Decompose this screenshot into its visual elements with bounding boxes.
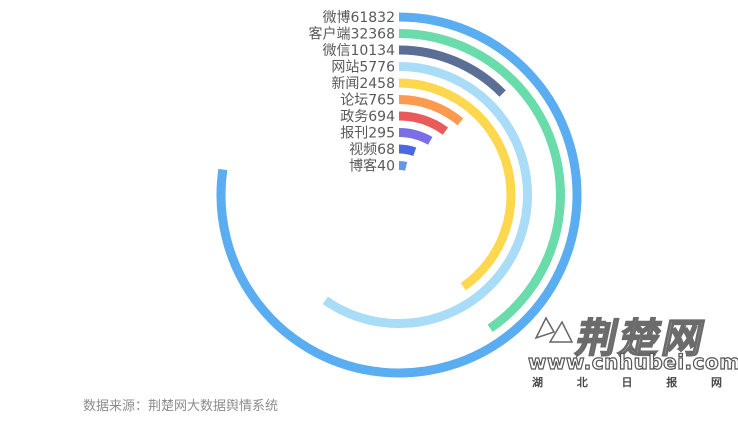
logo-sub-char: 报 [666, 376, 678, 389]
arc-3 [322, 62, 532, 328]
chart-labels: 微博61832客户端32368微信10134网站5776新闻2458论坛765政… [308, 9, 395, 175]
arc-label-9: 博客40 [349, 158, 395, 175]
arc-4 [398, 78, 516, 291]
arc-7 [398, 128, 433, 145]
arc-label-5: 论坛765 [340, 93, 395, 109]
arc-0 [216, 12, 582, 378]
logo-sub-char: 日 [621, 376, 633, 389]
logo-sub-char: 网 [711, 376, 722, 389]
arc-6 [398, 111, 449, 135]
arc-label-1: 客户端32368 [308, 26, 395, 43]
arc-2 [398, 45, 506, 97]
logo-subtitle: 湖 北 日 报 网 [532, 374, 722, 390]
chart-arcs [216, 12, 582, 378]
data-source-note: 数据来源：荆楚网大数据舆情系统 [83, 399, 279, 414]
logo-url-text: www.cnhubei.com [527, 349, 738, 374]
arc-5 [398, 95, 464, 126]
arc-1 [398, 29, 565, 333]
arc-label-4: 新闻2458 [331, 76, 395, 92]
arc-label-6: 政务694 [340, 109, 395, 125]
cnhubei-logo: 荆楚网 www.cnhubei.com 湖 北 日 报 网 [527, 304, 738, 394]
logo-sub-char: 湖 [532, 376, 543, 389]
logo-sub-char: 北 [576, 376, 588, 389]
arc-label-8: 视频68 [349, 142, 395, 158]
arc-9 [398, 161, 408, 171]
arc-label-7: 报刊295 [340, 126, 395, 142]
arc-label-2: 微信10134 [322, 43, 395, 59]
arc-label-3: 网站5776 [331, 60, 395, 76]
arc-8 [398, 144, 417, 157]
logo-mark-icon [534, 316, 574, 343]
arc-label-0: 微博61832 [322, 9, 395, 26]
